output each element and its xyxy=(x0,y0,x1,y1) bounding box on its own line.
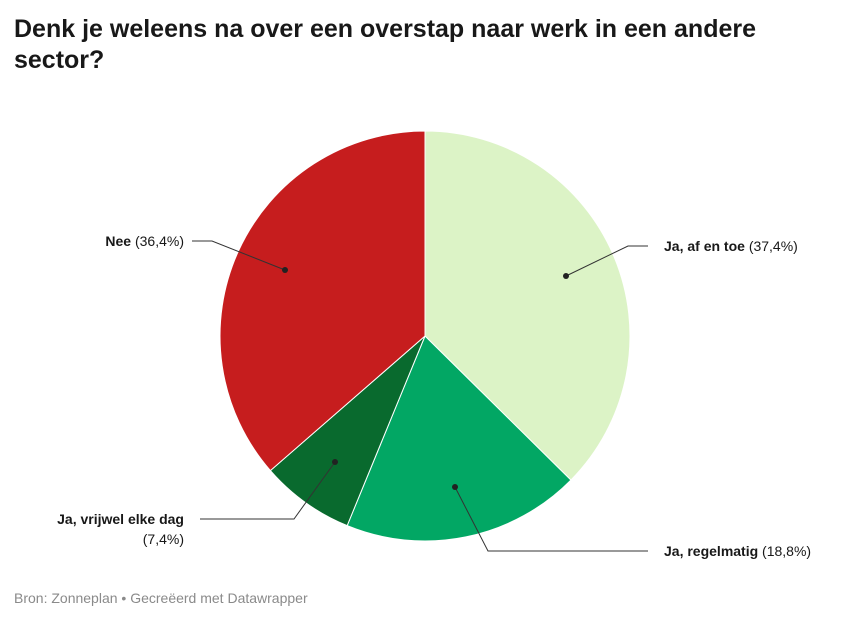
slice-annotation-ja-regelmatig: Ja, regelmatig (18,8%) xyxy=(452,484,811,559)
slice-label-ja-af-en-toe: Ja, af en toe (37,4%) xyxy=(664,238,798,254)
leader-line-ja-af-en-toe xyxy=(565,245,648,277)
leader-line-ja-regelmatig xyxy=(454,486,648,552)
pie-slice-ja-af-en-toe xyxy=(424,130,631,481)
slice-value-ja-vrijwel-elke-dag: (7,4%) xyxy=(143,531,184,547)
leader-dot-ja-regelmatig xyxy=(452,484,458,490)
source-credit: Bron: Zonneplan • Gecreëerd met Datawrap… xyxy=(14,590,308,606)
slice-annotation-nee: Nee (36,4%) xyxy=(105,233,288,273)
leader-dot-ja-af-en-toe xyxy=(563,273,569,279)
leader-dot-ja-vrijwel-elke-dag xyxy=(332,459,338,465)
slice-label-ja-vrijwel-elke-dag: Ja, vrijwel elke dag xyxy=(57,511,184,527)
pie-slice-ja-regelmatig xyxy=(346,335,572,542)
slice-annotation-ja-af-en-toe: Ja, af en toe (37,4%) xyxy=(563,238,798,279)
leader-line-nee xyxy=(192,240,286,271)
leader-line-ja-vrijwel-elke-dag xyxy=(200,461,336,520)
slice-label-nee: Nee (36,4%) xyxy=(105,233,184,249)
pie-slices xyxy=(219,130,631,542)
slice-label-ja-regelmatig: Ja, regelmatig (18,8%) xyxy=(664,543,811,559)
leader-dot-nee xyxy=(282,267,288,273)
chart-title: Denk je weleens na over een overstap naa… xyxy=(14,15,757,74)
slice-annotation-ja-vrijwel-elke-dag: Ja, vrijwel elke dag (7,4%) xyxy=(57,459,338,547)
